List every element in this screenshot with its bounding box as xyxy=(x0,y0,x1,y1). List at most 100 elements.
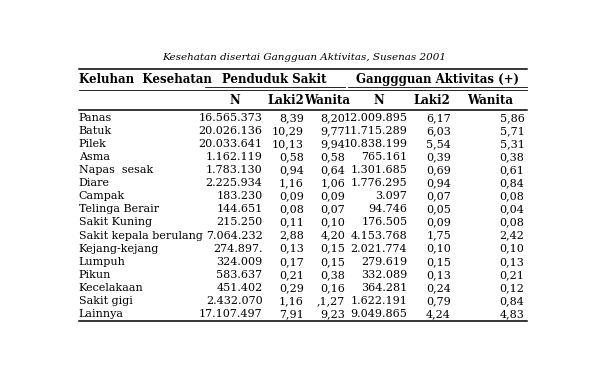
Text: 0,13: 0,13 xyxy=(279,244,304,254)
Text: 2.225.934: 2.225.934 xyxy=(206,178,263,188)
Text: 0,10: 0,10 xyxy=(500,244,524,254)
Text: 0,13: 0,13 xyxy=(426,270,451,280)
Text: Pilek: Pilek xyxy=(79,139,107,149)
Text: 2,42: 2,42 xyxy=(500,231,524,241)
Text: 332.089: 332.089 xyxy=(361,270,407,280)
Text: 8,20: 8,20 xyxy=(320,113,345,123)
Text: 0,05: 0,05 xyxy=(426,204,451,214)
Text: 12.009.895: 12.009.895 xyxy=(343,113,407,123)
Text: 20.026.136: 20.026.136 xyxy=(199,126,263,136)
Text: 0,16: 0,16 xyxy=(320,283,345,293)
Text: Wanita: Wanita xyxy=(304,93,350,107)
Text: 2.021.774: 2.021.774 xyxy=(350,244,407,254)
Text: 0,12: 0,12 xyxy=(500,283,524,293)
Text: 0,84: 0,84 xyxy=(500,178,524,188)
Text: 0,21: 0,21 xyxy=(500,270,524,280)
Text: 0,39: 0,39 xyxy=(426,152,451,162)
Text: 5,71: 5,71 xyxy=(500,126,524,136)
Text: 9,94: 9,94 xyxy=(320,139,345,149)
Text: 9.049.865: 9.049.865 xyxy=(350,309,407,319)
Text: Penduduk Sakit: Penduduk Sakit xyxy=(222,73,326,86)
Text: 9,77: 9,77 xyxy=(321,126,345,136)
Text: 1,16: 1,16 xyxy=(279,178,304,188)
Text: 10.838.199: 10.838.199 xyxy=(343,139,407,149)
Text: 0,09: 0,09 xyxy=(426,218,451,227)
Text: 1,16: 1,16 xyxy=(279,296,304,306)
Text: 10,13: 10,13 xyxy=(272,139,304,149)
Text: Kesehatan disertai Gangguan Aktivitas, Susenas 2001: Kesehatan disertai Gangguan Aktivitas, S… xyxy=(162,53,446,62)
Text: 0,10: 0,10 xyxy=(426,244,451,254)
Text: 8,39: 8,39 xyxy=(279,113,304,123)
Text: 5,86: 5,86 xyxy=(500,113,524,123)
Text: 0,24: 0,24 xyxy=(426,283,451,293)
Text: 183.230: 183.230 xyxy=(216,191,263,201)
Text: Laki2: Laki2 xyxy=(413,93,450,107)
Text: 1,06: 1,06 xyxy=(320,178,345,188)
Text: Panas: Panas xyxy=(79,113,112,123)
Text: 0,21: 0,21 xyxy=(279,270,304,280)
Text: Laki2: Laki2 xyxy=(267,93,304,107)
Text: 1.162.119: 1.162.119 xyxy=(206,152,263,162)
Text: 1.622.191: 1.622.191 xyxy=(350,296,407,306)
Text: 4.153.768: 4.153.768 xyxy=(350,231,407,241)
Text: Wanita: Wanita xyxy=(467,93,513,107)
Text: 6,03: 6,03 xyxy=(426,126,451,136)
Text: 0,10: 0,10 xyxy=(320,218,345,227)
Text: 1.783.130: 1.783.130 xyxy=(206,165,263,175)
Text: N: N xyxy=(373,93,384,107)
Text: Asma: Asma xyxy=(79,152,110,162)
Text: 5,54: 5,54 xyxy=(426,139,451,149)
Text: 1.776.295: 1.776.295 xyxy=(350,178,407,188)
Text: Pikun: Pikun xyxy=(79,270,111,280)
Text: 0,17: 0,17 xyxy=(279,257,304,267)
Text: 0,58: 0,58 xyxy=(320,152,345,162)
Text: 1.301.685: 1.301.685 xyxy=(350,165,407,175)
Text: 0,08: 0,08 xyxy=(279,204,304,214)
Text: 2.432.070: 2.432.070 xyxy=(206,296,263,306)
Text: 0,58: 0,58 xyxy=(279,152,304,162)
Text: 0,15: 0,15 xyxy=(320,244,345,254)
Text: Telinga Berair: Telinga Berair xyxy=(79,204,159,214)
Text: 0,07: 0,07 xyxy=(426,191,451,201)
Text: 7.064.232: 7.064.232 xyxy=(206,231,263,241)
Text: Lumpuh: Lumpuh xyxy=(79,257,126,267)
Text: 0,07: 0,07 xyxy=(321,204,345,214)
Text: 583.637: 583.637 xyxy=(216,270,263,280)
Text: Sakit Kuning: Sakit Kuning xyxy=(79,218,152,227)
Text: 4,24: 4,24 xyxy=(426,309,451,319)
Text: N: N xyxy=(229,93,240,107)
Text: Kejang-kejang: Kejang-kejang xyxy=(79,244,159,254)
Text: Kecelakaan: Kecelakaan xyxy=(79,283,144,293)
Text: 9,23: 9,23 xyxy=(320,309,345,319)
Text: 0,13: 0,13 xyxy=(500,257,524,267)
Text: Napas  sesak: Napas sesak xyxy=(79,165,153,175)
Text: 0,08: 0,08 xyxy=(500,191,524,201)
Text: 0,38: 0,38 xyxy=(320,270,345,280)
Text: 0,38: 0,38 xyxy=(500,152,524,162)
Text: Diare: Diare xyxy=(79,178,110,188)
Text: 5,31: 5,31 xyxy=(500,139,524,149)
Text: 451.402: 451.402 xyxy=(216,283,263,293)
Text: Campak: Campak xyxy=(79,191,125,201)
Text: 274.897.: 274.897. xyxy=(213,244,263,254)
Text: 0,09: 0,09 xyxy=(279,191,304,201)
Text: 0,64: 0,64 xyxy=(320,165,345,175)
Text: 10,29: 10,29 xyxy=(272,126,304,136)
Text: 0,09: 0,09 xyxy=(320,191,345,201)
Text: Batuk: Batuk xyxy=(79,126,112,136)
Text: 4,20: 4,20 xyxy=(320,231,345,241)
Text: 364.281: 364.281 xyxy=(361,283,407,293)
Text: Ganggguan Aktivitas (+): Ganggguan Aktivitas (+) xyxy=(356,73,519,86)
Text: Sakit gigi: Sakit gigi xyxy=(79,296,133,306)
Text: 0,04: 0,04 xyxy=(500,204,524,214)
Text: 94.746: 94.746 xyxy=(368,204,407,214)
Text: ,1,27: ,1,27 xyxy=(317,296,345,306)
Text: 0,08: 0,08 xyxy=(500,218,524,227)
Text: 176.505: 176.505 xyxy=(361,218,407,227)
Text: Sakit kepala berulang: Sakit kepala berulang xyxy=(79,231,203,241)
Text: 0,94: 0,94 xyxy=(426,178,451,188)
Text: 1,75: 1,75 xyxy=(426,231,451,241)
Text: 7,91: 7,91 xyxy=(279,309,304,319)
Text: 144.651: 144.651 xyxy=(216,204,263,214)
Text: 0,29: 0,29 xyxy=(279,283,304,293)
